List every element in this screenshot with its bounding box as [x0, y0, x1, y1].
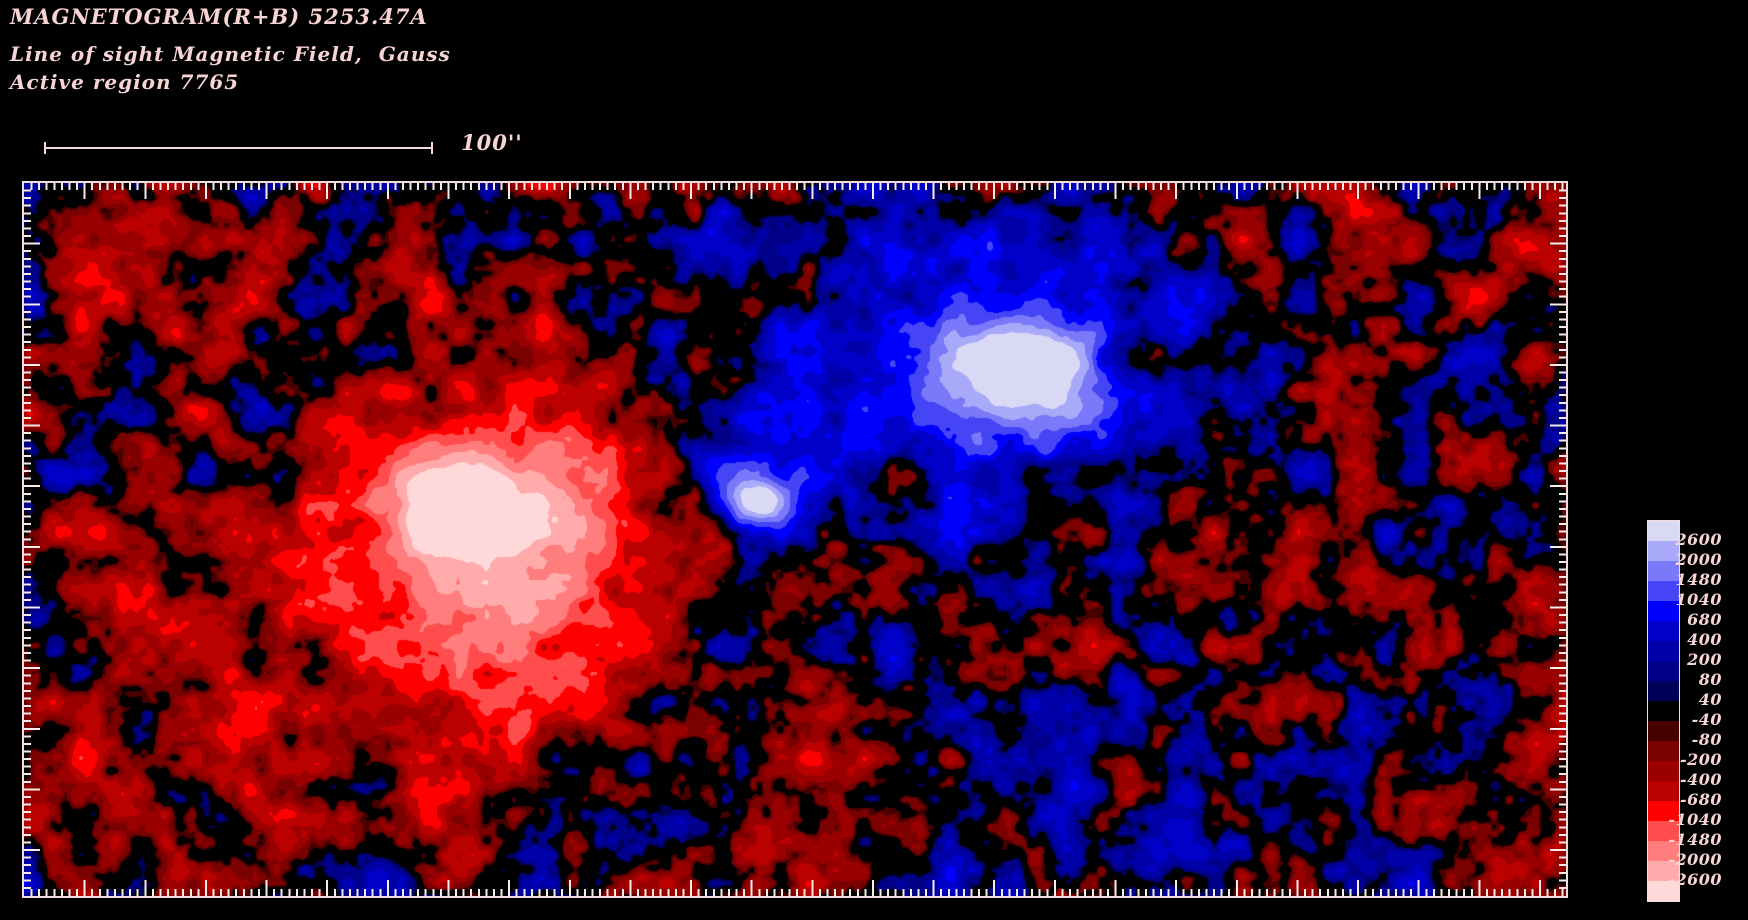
colorbar-label: 680 — [1687, 610, 1722, 629]
plot-frame — [22, 181, 1568, 898]
colorbar-label: -200 — [1679, 750, 1722, 769]
colorbar-segment — [1648, 641, 1679, 661]
colorbar-label: 400 — [1687, 630, 1722, 649]
colorbar-label: 80 — [1698, 670, 1722, 689]
colorbar-label: 2000 — [1675, 550, 1722, 569]
colorbar-segment — [1648, 821, 1679, 841]
colorbar-bar — [1647, 520, 1680, 902]
colorbar-label: -80 — [1691, 730, 1722, 749]
colorbar-label: -680 — [1679, 790, 1722, 809]
colorbar-segment — [1648, 721, 1679, 741]
colorbar-segment — [1648, 881, 1679, 901]
magnetogram-title: MAGNETOGRAM(R+B) 5253.47A — [10, 4, 428, 29]
colorbar-segment — [1648, 841, 1679, 861]
colorbar-segment — [1648, 781, 1679, 801]
colorbar-segment — [1648, 521, 1679, 541]
colorbar-label: 1480 — [1675, 570, 1722, 589]
colorbar-segment — [1648, 581, 1679, 601]
colorbar-segment — [1648, 741, 1679, 761]
colorbar-segment — [1648, 761, 1679, 781]
colorbar-label: -400 — [1679, 770, 1722, 789]
colorbar-segment — [1648, 661, 1679, 681]
colorbar-segment — [1648, 541, 1679, 561]
colorbar-segment — [1648, 601, 1679, 621]
colorbar-segment — [1648, 701, 1679, 721]
colorbar-segment — [1648, 621, 1679, 641]
active-region-label: Active region 7765 — [10, 70, 240, 94]
colorbar-label: 200 — [1687, 650, 1722, 669]
colorbar-label: -2000 — [1668, 850, 1722, 869]
colorbar-segment — [1648, 681, 1679, 701]
scale-bar-right-cap — [431, 142, 433, 154]
colorbar-label: -1040 — [1668, 810, 1722, 829]
colorbar-segment — [1648, 801, 1679, 821]
scale-bar-line — [44, 147, 433, 149]
colorbar-segment — [1648, 861, 1679, 881]
colorbar-segment — [1648, 561, 1679, 581]
colorbar-label: 1040 — [1675, 590, 1722, 609]
scale-bar-label: 100'' — [461, 130, 523, 155]
colorbar-label: -40 — [1691, 710, 1722, 729]
magnetogram-canvas — [24, 183, 1566, 896]
colorbar-label: 40 — [1698, 690, 1722, 709]
field-subtitle: Line of sight Magnetic Field, Gauss — [10, 42, 451, 66]
colorbar-label: -1480 — [1668, 830, 1722, 849]
scale-bar — [44, 142, 433, 154]
colorbar: 2600 2000 1480 1040 680 400 200 80 40 -40 -80 -200-… — [1647, 520, 1748, 902]
colorbar-label: -2600 — [1668, 870, 1722, 889]
colorbar-label: 2600 — [1675, 530, 1722, 549]
